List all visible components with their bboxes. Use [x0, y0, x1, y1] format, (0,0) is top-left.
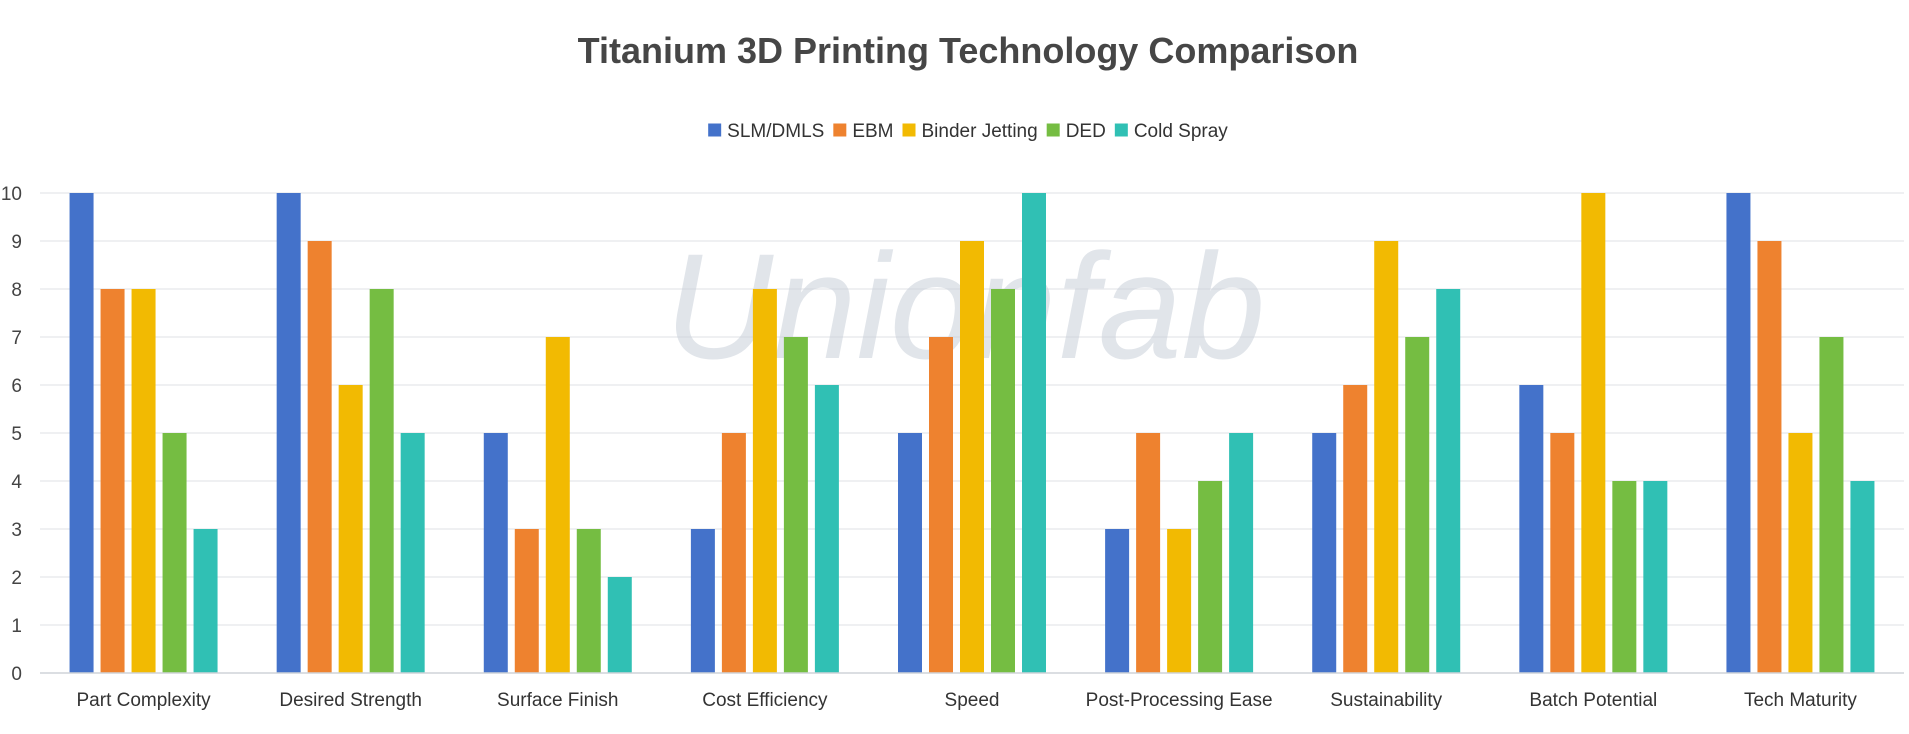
bar-slm-dmls-sustainability [1312, 433, 1337, 673]
bar-cold-spray-desired-strength [400, 433, 425, 673]
bar-binder-jetting-desired-strength [338, 385, 363, 673]
bar-layer [69, 193, 1875, 673]
bar-binder-jetting-batch-potential [1581, 193, 1606, 673]
bar-binder-jetting-post-processing-ease [1167, 529, 1192, 673]
x-category-label: Speed [945, 690, 1000, 711]
bar-cold-spray-tech-maturity [1850, 481, 1875, 673]
legend-item: DED [1046, 121, 1106, 142]
y-tick-label: 0 [11, 664, 22, 685]
y-tick-label: 10 [1, 184, 22, 205]
y-tick-label: 2 [11, 568, 22, 589]
bar-cold-spray-sustainability [1436, 289, 1461, 673]
x-category-label: Post-Processing Ease [1086, 690, 1273, 711]
bar-ded-surface-finish [576, 529, 601, 673]
legend-label: SLM/DMLS [727, 121, 824, 142]
bar-ded-sustainability [1405, 337, 1430, 673]
legend-swatch [1046, 123, 1060, 137]
x-category-label: Desired Strength [279, 690, 422, 711]
bar-ebm-tech-maturity [1757, 241, 1782, 673]
y-tick-label: 7 [11, 328, 22, 349]
legend-label: Binder Jetting [922, 121, 1038, 142]
y-tick-label: 9 [11, 232, 22, 253]
bar-binder-jetting-part-complexity [131, 289, 156, 673]
bar-ebm-part-complexity [100, 289, 125, 673]
bar-ded-tech-maturity [1819, 337, 1844, 673]
bar-binder-jetting-tech-maturity [1788, 433, 1813, 673]
bar-slm-dmls-desired-strength [276, 193, 301, 673]
bar-binder-jetting-speed [960, 241, 984, 673]
bar-cold-spray-batch-potential [1643, 481, 1668, 673]
y-tick-label: 6 [11, 376, 22, 397]
legend-swatch [1114, 123, 1128, 137]
bar-binder-jetting-sustainability [1374, 241, 1399, 673]
bar-ded-speed [991, 289, 1015, 673]
bar-slm-dmls-batch-potential [1519, 385, 1544, 673]
bar-ebm-surface-finish [514, 529, 539, 673]
x-category-label: Sustainability [1330, 690, 1442, 711]
bar-cold-spray-part-complexity [193, 529, 218, 673]
legend-item: Binder Jetting [902, 121, 1038, 142]
axis-layer: 0 1 2 3 4 5 6 7 8 9 10 Part Complexity Desired Stren… [1, 184, 1904, 711]
bar-cold-spray-speed [1022, 193, 1046, 673]
y-tick-label: 4 [11, 472, 22, 493]
y-tick-label: 3 [11, 520, 22, 541]
legend-item: SLM/DMLS [708, 121, 824, 142]
bar-ebm-cost-efficiency [721, 433, 746, 673]
legend-swatch [902, 123, 916, 137]
bar-binder-jetting-surface-finish [545, 337, 570, 673]
legend-swatch [708, 123, 722, 137]
legend-label: EBM [852, 121, 893, 142]
bar-ebm-desired-strength [307, 241, 332, 673]
x-category-label: Surface Finish [497, 690, 618, 711]
bar-ded-cost-efficiency [783, 337, 808, 673]
bar-slm-dmls-speed [898, 433, 922, 673]
bar-ded-post-processing-ease [1198, 481, 1223, 673]
bar-ded-batch-potential [1612, 481, 1637, 673]
legend-label: Cold Spray [1134, 121, 1228, 142]
bar-ebm-post-processing-ease [1136, 433, 1161, 673]
y-tick-label: 8 [11, 280, 22, 301]
x-category-label: Part Complexity [77, 690, 212, 711]
bar-ded-part-complexity [162, 433, 187, 673]
bar-slm-dmls-cost-efficiency [690, 529, 715, 673]
bar-cold-spray-surface-finish [607, 577, 632, 673]
bar-slm-dmls-surface-finish [483, 433, 508, 673]
bar-slm-dmls-tech-maturity [1726, 193, 1751, 673]
x-category-label: Tech Maturity [1744, 690, 1857, 711]
legend-swatch [833, 123, 847, 137]
legend: SLM/DMLS EBM Binder Jetting DED Cold Spray [708, 121, 1228, 142]
y-tick-label: 1 [11, 616, 22, 637]
legend-item: Cold Spray [1114, 121, 1228, 142]
legend-item: EBM [833, 121, 894, 142]
bar-cold-spray-post-processing-ease [1229, 433, 1254, 673]
bar-ebm-batch-potential [1550, 433, 1575, 673]
x-category-label: Batch Potential [1529, 690, 1657, 711]
bar-binder-jetting-cost-efficiency [752, 289, 777, 673]
bar-cold-spray-cost-efficiency [814, 385, 839, 673]
bar-ebm-sustainability [1343, 385, 1368, 673]
x-category-label: Cost Efficiency [702, 690, 828, 711]
chart-title: Titanium 3D Printing Technology Comparis… [578, 30, 1359, 71]
bar-slm-dmls-part-complexity [69, 193, 94, 673]
legend-label: DED [1066, 121, 1106, 142]
bar-ebm-speed [929, 337, 953, 673]
bar-ded-desired-strength [369, 289, 394, 673]
bar-slm-dmls-post-processing-ease [1105, 529, 1130, 673]
y-tick-label: 5 [11, 424, 22, 445]
